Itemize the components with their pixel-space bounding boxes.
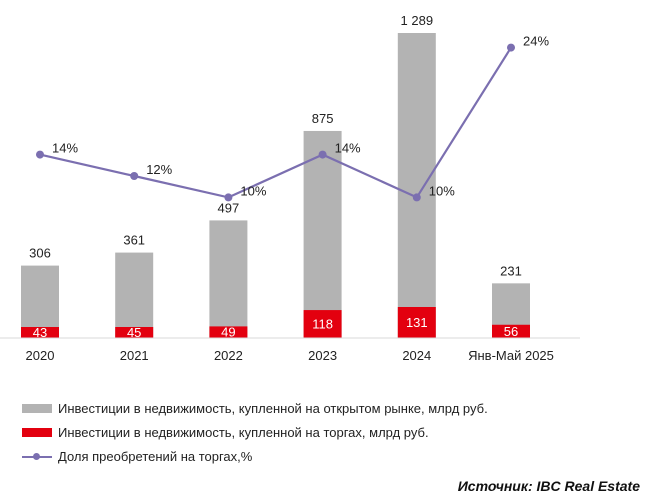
label-total-2: 497: [218, 200, 240, 215]
bar-open-market-2: [209, 220, 248, 338]
label-share-4: 10%: [429, 183, 455, 198]
label-share-0: 14%: [52, 141, 78, 156]
point-share-4: [412, 193, 421, 202]
bar-auctions-0: [21, 327, 59, 338]
label-total-5: 231: [500, 263, 522, 278]
label-auctions-5: 56: [504, 324, 518, 339]
line-share: [39, 47, 512, 199]
bar-auctions-1: [115, 327, 154, 338]
legend-item-share: Доля преобретений на торгах,%: [22, 444, 488, 468]
label-auctions-4: 131: [406, 315, 428, 330]
label-total-3: 875: [312, 111, 334, 126]
x-tick-label-3: 2023: [308, 348, 337, 363]
legend-swatch-auctions: [22, 427, 52, 437]
label-share-5: 24%: [523, 34, 549, 49]
label-total-4: 1 289: [401, 13, 434, 28]
label-total-0: 306: [29, 246, 51, 261]
x-tick-label-5: Янв-Май 2025: [468, 348, 554, 363]
x-tick-label-1: 2021: [120, 348, 149, 363]
legend-swatch-share: [22, 452, 52, 461]
legend: Инвестиции в недвижимость, купленной на …: [22, 396, 488, 468]
x-tick-label-0: 2020: [26, 348, 55, 363]
bar-auctions-3: [303, 310, 342, 338]
label-auctions-3: 118: [312, 317, 333, 332]
legend-label-open-market: Инвестиции в недвижимость, купленной на …: [58, 400, 488, 416]
point-share-1: [130, 172, 139, 180]
point-share-0: [36, 150, 44, 159]
label-auctions-1: 45: [127, 325, 141, 340]
label-share-1: 12%: [146, 162, 172, 177]
bar-open-market-1: [115, 252, 154, 338]
label-auctions-0: 43: [33, 325, 47, 340]
bar-auctions-5: [492, 324, 530, 338]
x-tick-label-4: 2024: [402, 348, 431, 363]
label-share-2: 10%: [240, 183, 266, 198]
point-share-2: [224, 193, 233, 202]
legend-label-auctions: Инвестиции в недвижимость, купленной на …: [58, 424, 429, 440]
bar-open-market-3: [303, 130, 342, 338]
point-share-5: [507, 43, 515, 52]
label-auctions-2: 49: [221, 325, 235, 340]
bar-auctions-4: [397, 307, 436, 338]
legend-item-auctions: Инвестиции в недвижимость, купленной на …: [22, 420, 488, 444]
bar-open-market-4: [397, 33, 436, 338]
x-tick-label-2: 2022: [214, 348, 243, 363]
bar-auctions-2: [209, 326, 248, 338]
legend-item-open-market: Инвестиции в недвижимость, купленной на …: [22, 396, 488, 420]
bar-open-market-0: [21, 265, 59, 338]
label-total-1: 361: [123, 233, 145, 248]
point-share-3: [318, 150, 327, 159]
legend-swatch-open-market: [22, 403, 52, 413]
source-note: Источник: IBC Real Estate: [457, 478, 640, 494]
legend-label-share: Доля преобретений на торгах,%: [58, 448, 253, 464]
label-share-3: 14%: [335, 141, 361, 156]
